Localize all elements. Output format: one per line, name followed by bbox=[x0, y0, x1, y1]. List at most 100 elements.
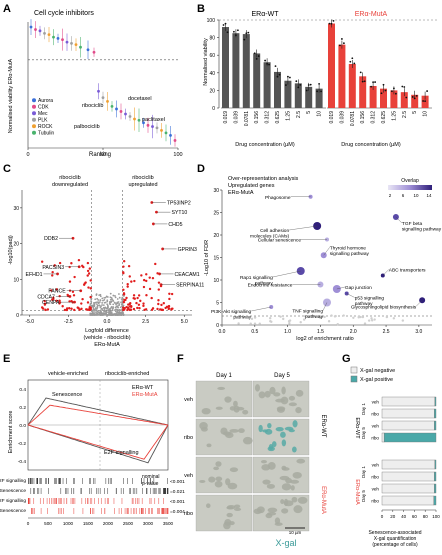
volcano-point-sig bbox=[122, 300, 126, 304]
bar-replicate-point bbox=[374, 81, 376, 83]
volcano-point-ns bbox=[105, 310, 108, 313]
bar-replicate-point bbox=[266, 62, 268, 65]
volcano-point-ns bbox=[108, 302, 111, 305]
volcano-point-sig bbox=[126, 285, 129, 288]
pathway-leader-line bbox=[289, 225, 318, 231]
panel-b-wt-title: ERα-WT bbox=[252, 11, 280, 18]
micrograph-cell bbox=[223, 521, 231, 530]
volcano-point-sig bbox=[51, 298, 54, 301]
volcano-point-ns bbox=[122, 313, 125, 316]
volcano-point-sig bbox=[87, 272, 91, 275]
volcano-point-ns bbox=[115, 314, 117, 316]
bar-replicate-point bbox=[395, 92, 397, 95]
micrograph-cell bbox=[288, 429, 295, 433]
panel-e-x-tick-label: 2000 bbox=[103, 521, 114, 526]
legend-label-cdk: CDK bbox=[38, 105, 49, 111]
pathway-label: Gap junction bbox=[345, 285, 372, 291]
panel-g-row-treatment: ribo bbox=[371, 436, 379, 441]
panel-a-point bbox=[38, 29, 42, 33]
volcano-point-ns bbox=[97, 301, 100, 304]
volcano-point-sig bbox=[145, 273, 148, 276]
legend-label-plk: PLK bbox=[38, 118, 48, 124]
panel-g-row-treatment: ribo bbox=[371, 412, 379, 417]
panel-d-xlabel: log2 of enrichment ratio bbox=[296, 336, 353, 342]
micrograph-cell bbox=[215, 406, 223, 410]
bar-xgal-negative bbox=[381, 495, 435, 506]
volcano-point-sig bbox=[80, 307, 83, 311]
bar-replicate-point bbox=[384, 89, 387, 92]
panel-label-e: E bbox=[3, 353, 10, 365]
bar-replicate-point bbox=[245, 32, 248, 35]
volcano-point-sig bbox=[89, 287, 92, 290]
enrichment-point-ns bbox=[361, 315, 365, 319]
enrichment-point-ns bbox=[253, 316, 257, 319]
panel-a-point bbox=[56, 36, 60, 40]
volcano-point-ns bbox=[112, 303, 115, 306]
panel-b-x-tick-label: 2.5 bbox=[296, 111, 302, 118]
bar-replicate-point bbox=[330, 22, 333, 25]
gene-label-serpina11: SERPINA11 bbox=[176, 283, 204, 289]
panel-f-col-day5: Day 5 bbox=[274, 373, 290, 379]
volcano-point-sig bbox=[162, 302, 165, 305]
panel-label-f: F bbox=[177, 353, 184, 365]
panel-a-point bbox=[155, 126, 159, 130]
pathway-leader-line bbox=[272, 270, 301, 278]
volcano-point-ns bbox=[99, 299, 102, 302]
volcano-point-ns bbox=[94, 298, 97, 301]
volcano-point-sig bbox=[142, 278, 146, 282]
micrograph-cell bbox=[262, 479, 271, 485]
micrograph-cell bbox=[213, 466, 220, 471]
volcano-point-sig bbox=[85, 308, 88, 311]
volcano-point-sig bbox=[133, 279, 136, 283]
panel-e-y-tick-label: 0.2 bbox=[19, 405, 26, 411]
volcano-point-ns bbox=[112, 294, 115, 297]
volcano-point-sig bbox=[68, 280, 72, 283]
micrograph-cell bbox=[280, 431, 286, 438]
enrichment-point-ns bbox=[279, 315, 282, 318]
micrograph-cell bbox=[289, 479, 300, 484]
legend-label-tubulin: Tubulin bbox=[38, 131, 54, 137]
pathway-leader-line bbox=[382, 269, 389, 276]
panel-g-day-label: Day 1 bbox=[361, 466, 366, 478]
volcano-point-ns bbox=[103, 301, 106, 304]
enrichment-point-ns bbox=[258, 322, 261, 325]
volcano-point-sig bbox=[150, 308, 154, 311]
volcano-point-ns bbox=[118, 308, 121, 311]
micrograph-cell bbox=[292, 420, 298, 428]
volcano-point-sig bbox=[157, 281, 161, 284]
micrograph-cell bbox=[267, 461, 276, 470]
volcano-point-ns bbox=[106, 300, 109, 303]
gsea-curve-senescence-muta bbox=[27, 404, 169, 426]
volcano-point-sig bbox=[58, 294, 61, 298]
micrograph-cell bbox=[276, 406, 286, 411]
volcano-point-ns bbox=[96, 305, 99, 308]
enrichment-point-ns bbox=[288, 322, 291, 325]
volcano-point-ns bbox=[93, 308, 96, 311]
volcano-point-ns bbox=[104, 313, 107, 316]
volcano-point-sig bbox=[72, 294, 76, 297]
bar-replicate-point bbox=[426, 90, 428, 92]
panel-b-y-tick-label: 80 bbox=[209, 36, 215, 42]
panel-a-point bbox=[115, 107, 118, 111]
volcano-point-ns bbox=[92, 305, 95, 307]
micrograph-cell bbox=[233, 504, 241, 509]
volcano-point-sig bbox=[156, 307, 159, 311]
bar-replicate-point bbox=[253, 52, 256, 55]
bar-replicate-point bbox=[264, 59, 266, 62]
volcano-point-sig bbox=[73, 308, 76, 312]
panel-e-x-tick-label: 3000 bbox=[143, 521, 154, 526]
gsea-row-label: E2F signalling bbox=[0, 478, 26, 484]
micrograph-cell bbox=[226, 512, 233, 518]
panel-b-x-tick-label: 0.312 bbox=[371, 111, 377, 124]
pathway-leader-line bbox=[346, 293, 355, 298]
enrichment-point-ns bbox=[249, 322, 252, 325]
bar-replicate-point bbox=[391, 90, 393, 93]
enrichment-point-ns bbox=[323, 315, 326, 319]
volcano-point-sig bbox=[66, 293, 69, 297]
micrograph-cell bbox=[262, 429, 268, 433]
bar-replicate-point bbox=[243, 38, 246, 41]
volcano-point-sig bbox=[40, 260, 44, 263]
panel-g-x-tick-label: 60 bbox=[412, 514, 418, 519]
panel-c-label-down: ribociclib downregulated bbox=[52, 175, 88, 188]
